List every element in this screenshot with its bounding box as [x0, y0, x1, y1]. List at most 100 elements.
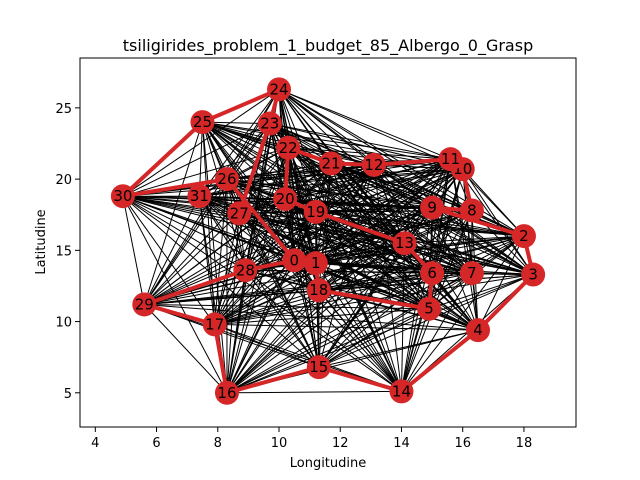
y-axis-label: Latitudine	[34, 209, 49, 274]
node-label: 21	[322, 154, 341, 172]
node-label: 0	[290, 251, 300, 269]
graph-edge	[144, 211, 316, 305]
node-16: 16	[214, 380, 239, 405]
graph-edge	[122, 195, 320, 368]
graph-edge	[278, 89, 320, 368]
x-tick-label: 10	[271, 436, 288, 451]
node-label: 14	[392, 382, 411, 400]
graph-edge	[214, 213, 240, 325]
graph-edge	[143, 89, 280, 305]
x-tick-label: 8	[214, 436, 222, 451]
graph-edge	[400, 243, 406, 392]
node-label: 25	[193, 113, 212, 131]
graph-edge	[269, 123, 451, 160]
graph-edge	[201, 121, 246, 271]
graph-edge	[226, 308, 430, 394]
node-label: 15	[309, 358, 328, 376]
node-label: 2	[519, 227, 529, 245]
graph-edge	[238, 212, 402, 392]
graph-edge	[318, 242, 405, 291]
graph-edge	[198, 195, 246, 271]
plot-frame	[79, 57, 577, 428]
graph-edge	[239, 164, 375, 214]
node-marker	[438, 147, 463, 172]
node-label: 16	[217, 384, 236, 402]
node-29: 29	[132, 292, 157, 317]
graph-edge	[288, 147, 451, 160]
route-segment	[430, 205, 526, 239]
graph-edge	[122, 195, 402, 392]
graph-edge	[330, 163, 402, 392]
node-24: 24	[267, 77, 292, 102]
graph-edge	[318, 210, 473, 368]
node-25: 25	[190, 110, 215, 135]
node-label: 24	[269, 80, 288, 98]
route-segment	[316, 288, 432, 311]
node-marker	[420, 261, 445, 286]
graph-edge	[143, 121, 203, 305]
node-marker	[282, 248, 307, 273]
node-marker	[214, 380, 239, 405]
graph-edge	[143, 178, 228, 305]
route-segment	[142, 302, 217, 327]
node-marker	[187, 184, 212, 209]
node-7: 7	[459, 261, 484, 286]
route-segment	[237, 121, 272, 216]
node-label: 3	[528, 266, 538, 284]
chart-title: tsiligirides_problem_1_budget_85_Albergo…	[123, 36, 533, 56]
graph-edge	[401, 272, 473, 392]
graph-edge	[199, 195, 320, 291]
graph-edge	[278, 88, 375, 166]
graph-edge	[226, 89, 280, 180]
graph-edge	[201, 122, 228, 393]
y-axis-ticks: 5 10 15 20 25	[55, 102, 80, 402]
graph-edge	[143, 147, 289, 305]
graph-edge	[373, 164, 402, 392]
node-marker	[257, 111, 282, 136]
node-3: 3	[521, 262, 546, 287]
graph-edge	[226, 242, 405, 394]
graph-edge	[198, 195, 320, 368]
node-marker	[233, 258, 258, 283]
graph-edge	[122, 195, 246, 271]
graph-edge	[462, 168, 534, 275]
graph-edge	[122, 88, 280, 197]
graph-edge	[122, 195, 405, 244]
graph-edge	[226, 164, 375, 394]
graph-edge	[245, 269, 319, 291]
graph-edge	[143, 195, 200, 305]
node-label: 27	[230, 204, 249, 222]
graph-edge	[245, 168, 463, 271]
node-12: 12	[361, 152, 386, 177]
node-label: 4	[473, 321, 483, 339]
node-label: 13	[395, 234, 414, 252]
y-tick-label: 15	[55, 244, 72, 259]
graph-edge	[226, 89, 280, 393]
graph-edge	[199, 89, 280, 197]
node-marker	[202, 312, 227, 337]
graph-edge	[143, 212, 240, 305]
node-9: 9	[420, 195, 445, 220]
route-segment	[142, 268, 248, 307]
graph-edge	[226, 289, 320, 394]
graph-edge	[143, 123, 271, 305]
graph-edge	[373, 164, 406, 244]
node-marker	[389, 379, 414, 404]
node-marker	[417, 296, 442, 321]
node-27: 27	[227, 201, 252, 226]
graph-edge	[122, 195, 216, 325]
graph-edge	[144, 304, 319, 368]
node-8: 8	[459, 198, 484, 223]
graph-edge	[404, 235, 524, 244]
graph-edge	[278, 89, 402, 392]
node-label: 19	[306, 203, 325, 221]
node-label: 17	[205, 315, 224, 333]
graph-edge	[122, 195, 473, 274]
graph-edge	[199, 147, 289, 197]
node-marker	[511, 224, 536, 249]
graph-edge	[144, 289, 319, 305]
node-2: 2	[511, 224, 536, 249]
node-30: 30	[110, 184, 135, 209]
